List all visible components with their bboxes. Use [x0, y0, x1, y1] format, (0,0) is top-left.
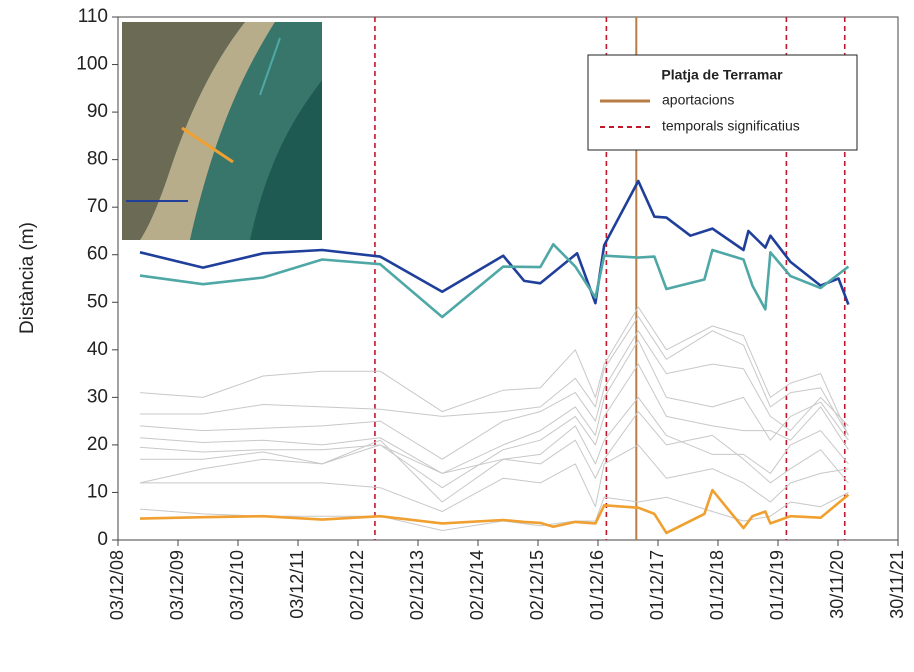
series-line	[139, 411, 849, 503]
legend-label: temporals significatius	[662, 118, 800, 134]
legend-title: Platja de Terramar	[661, 67, 783, 83]
series-line	[139, 243, 850, 319]
x-tick-label: 01/12/18	[707, 550, 727, 620]
x-tick-label: 03/12/11	[287, 550, 307, 619]
series-line	[139, 179, 850, 306]
inset-shallow	[190, 22, 322, 240]
inset-profile	[181, 126, 234, 164]
x-tick-label: 01/12/19	[767, 550, 787, 620]
series-line	[139, 488, 850, 535]
inset-beach	[140, 22, 275, 240]
y-tick-label: 30	[87, 386, 108, 407]
y-tick-label: 50	[87, 291, 108, 312]
series-line	[140, 316, 849, 436]
y-tick-label: 80	[87, 149, 108, 170]
y-tick-label: 20	[87, 434, 108, 455]
x-tick-label: 02/12/12	[347, 550, 367, 620]
x-tick-label: 02/12/15	[527, 550, 547, 620]
y-tick-label: 90	[87, 101, 108, 122]
series-line	[139, 363, 849, 489]
legend: Platja de Terramar aportacions temporals …	[587, 54, 858, 151]
marks	[139, 17, 850, 540]
x-tick-label: 02/12/14	[467, 550, 487, 620]
y-tick-label: 100	[76, 54, 108, 75]
x-tick-label: 01/12/17	[647, 550, 667, 620]
inset-town	[122, 22, 245, 240]
y-tick-label: 70	[87, 196, 108, 217]
y-tick-label: 0	[97, 529, 108, 550]
legend-items: aportacions temporals significatius	[600, 92, 800, 134]
x-tick-label: 02/12/13	[407, 550, 427, 620]
x-tick-label: 01/12/16	[587, 550, 607, 620]
y-tick-label: 10	[87, 481, 108, 502]
x-tick-label: 30/11/20	[827, 550, 847, 619]
inset-profile	[259, 37, 281, 96]
y-tick-label: 110	[78, 6, 108, 27]
x-tick-label: 03/12/08	[107, 550, 127, 620]
plot-frame	[117, 16, 899, 541]
series-line	[139, 339, 849, 474]
series-line	[140, 444, 849, 512]
x-tick-label: 03/12/09	[167, 550, 187, 620]
series-line	[139, 306, 849, 436]
y-tick-label: 40	[87, 339, 108, 360]
series-line	[139, 330, 849, 460]
x-tick-label: 03/12/10	[227, 550, 247, 620]
inset-map	[122, 22, 322, 240]
y-axis-label: Distància (m)	[17, 222, 38, 334]
y-tick-label: 60	[87, 244, 108, 265]
x-tick-label: 30/11/21	[887, 550, 907, 619]
legend-label: aportacions	[662, 92, 734, 108]
